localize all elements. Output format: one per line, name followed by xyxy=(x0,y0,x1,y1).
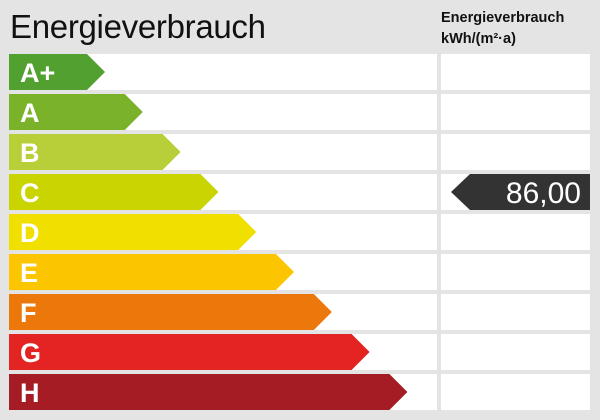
bar-E xyxy=(9,254,294,290)
value-cell-D xyxy=(441,214,590,250)
value-cell-F xyxy=(441,294,590,330)
value-marker xyxy=(451,174,590,210)
bar-label-E: E xyxy=(20,258,38,288)
chart-title: Energieverbrauch xyxy=(10,8,266,45)
bar-label-B: B xyxy=(20,138,40,168)
value-cell-G xyxy=(441,334,590,370)
bar-H xyxy=(9,374,408,410)
bar-label-C: C xyxy=(20,178,40,208)
column-header-line2: kWh/(m²·a) xyxy=(441,31,516,47)
column-header: Energieverbrauch kWh/(m²·a) xyxy=(441,8,564,50)
bar-label-D: D xyxy=(20,218,40,248)
bar-A+ xyxy=(9,54,105,90)
bar-C xyxy=(9,174,219,210)
value-cell-H xyxy=(441,374,590,410)
column-header-line1: Energieverbrauch xyxy=(441,10,565,26)
bar-G xyxy=(9,334,370,370)
value-cell-E xyxy=(441,254,590,290)
value-marker-label: 86,00 xyxy=(506,177,581,210)
bar-F xyxy=(9,294,332,330)
value-cell-B xyxy=(441,134,590,170)
bar-label-G: G xyxy=(20,338,41,368)
value-cell-A xyxy=(441,94,590,130)
bar-label-A: A xyxy=(20,98,40,128)
bar-B xyxy=(9,134,181,170)
bar-label-F: F xyxy=(20,298,37,328)
bar-label-H: H xyxy=(20,378,40,408)
bar-D xyxy=(9,214,257,250)
bar-A xyxy=(9,94,143,130)
bar-label-A+: A+ xyxy=(20,58,55,88)
value-cell-A+ xyxy=(441,54,590,90)
